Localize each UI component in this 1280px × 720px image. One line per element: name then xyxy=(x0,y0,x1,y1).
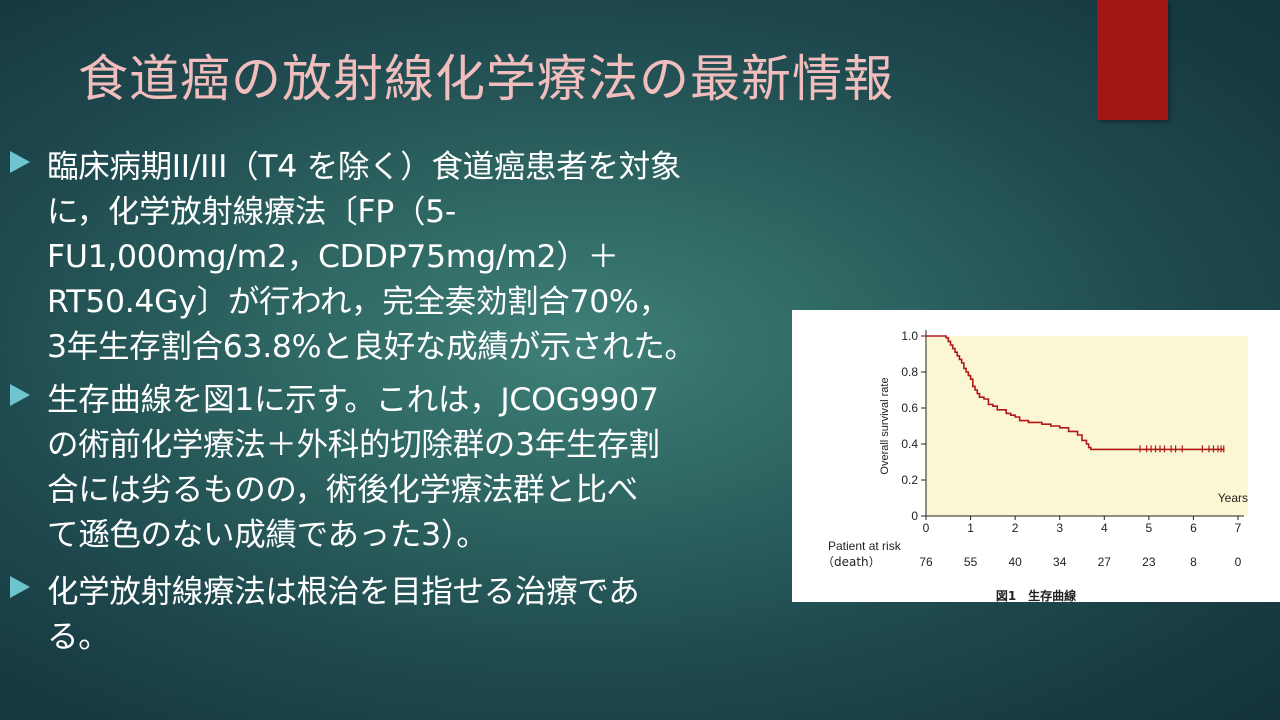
chart-axes xyxy=(925,330,1244,517)
accent-bar xyxy=(1097,0,1168,120)
figure-caption: 図1 生存曲線 xyxy=(995,589,1077,603)
bullet-1-line-4: RT50.4Gy〕が行われ，完全奏効割合70%， xyxy=(47,284,670,320)
y-tick-label: 0.4 xyxy=(901,437,918,451)
risk-table-values: 76 55 40 34 27 23 8 0 xyxy=(919,555,1241,569)
risk-value: 0 xyxy=(1235,555,1242,569)
survival-curve-figure: 0 0.2 0.4 0.6 0.8 1.0 0 1 2 3 4 5 6 7 Overall surviva… xyxy=(792,310,1280,603)
x-tick-label: 3 xyxy=(1056,521,1063,535)
bullet-text-2: 生存曲線を図1に示す。これは，JCOG9907 の術前化学療法＋外科的切除群の3… xyxy=(47,378,799,558)
y-tick-label: 0.8 xyxy=(901,365,918,379)
bullet-2-line-4: て遜色のない成績であった3）。 xyxy=(47,517,488,553)
x-tick-label: 2 xyxy=(1012,521,1019,535)
bullet-1-line-5: 3年生存割合63.8%と良好な成績が示された。 xyxy=(47,329,696,365)
y-tick-label: 0 xyxy=(911,509,918,523)
y-tick-label: 0.6 xyxy=(901,401,918,415)
chart-ticks: 0 0.2 0.4 0.6 0.8 1.0 0 1 2 3 4 5 6 7 xyxy=(901,329,1241,535)
x-tick-label: 7 xyxy=(1235,521,1242,535)
survival-chart: 00.20.40.60.81.00 1 2 3 4 5 6 7 Overall surviva… xyxy=(822,329,1248,569)
triangle-arrow-icon xyxy=(10,576,30,598)
x-axis-label: Years xyxy=(1218,491,1248,505)
y-tick-label: 1.0 xyxy=(901,329,918,343)
bullet-3-line-2: る。 xyxy=(47,619,110,655)
y-tick-label: 0.2 xyxy=(901,473,918,487)
bullet-2-line-2: の術前化学療法＋外科的切除群の3年生存割 xyxy=(47,427,660,463)
slide-title: 食道癌の放射線化学療法の最新情報 xyxy=(78,50,894,108)
bullet-1-line-1: 臨床病期II/III（T4 を除く）食道癌患者を対象 xyxy=(47,149,682,185)
censor-marks xyxy=(1139,445,1225,453)
bullet-2-line-3: 合には劣るものの，術後化学療法群と比べ xyxy=(47,472,638,508)
risk-value: 40 xyxy=(1008,555,1022,569)
risk-value: 27 xyxy=(1098,555,1112,569)
survival-curve-series xyxy=(926,335,1225,451)
x-tick-label: 6 xyxy=(1190,521,1197,535)
bullet-text-3: 化学放射線療法は根治を目指せる治療であ る。 xyxy=(47,570,799,660)
risk-table-label-death: （death） xyxy=(822,555,881,569)
bullet-3-line-1: 化学放射線療法は根治を目指せる治療であ xyxy=(47,574,640,610)
risk-value: 23 xyxy=(1142,555,1156,569)
risk-value: 34 xyxy=(1053,555,1067,569)
x-tick-label: 0 xyxy=(923,521,930,535)
risk-value: 55 xyxy=(964,555,978,569)
triangle-arrow-icon xyxy=(10,384,30,406)
bullet-1-line-3: FU1,000mg/m2，CDDP75mg/m2）＋ xyxy=(47,239,619,275)
x-tick-label: 4 xyxy=(1101,521,1108,535)
bullet-text-1: 臨床病期II/III（T4 を除く）食道癌患者を対象 に，化学放射線療法〔FP（… xyxy=(47,145,799,370)
y-axis-label: Overall survival rate xyxy=(879,377,891,474)
risk-value: 76 xyxy=(919,555,933,569)
risk-table-label: Patient at risk xyxy=(828,539,902,553)
plot-area xyxy=(926,336,1248,516)
bullet-2-line-1: 生存曲線を図1に示す。これは，JCOG9907 xyxy=(47,382,659,418)
triangle-arrow-icon xyxy=(10,151,30,173)
bullet-1-line-2: に，化学放射線療法〔FP（5- xyxy=(47,194,456,230)
risk-value: 8 xyxy=(1190,555,1197,569)
x-tick-label: 5 xyxy=(1146,521,1153,535)
x-tick-label: 1 xyxy=(967,521,974,535)
